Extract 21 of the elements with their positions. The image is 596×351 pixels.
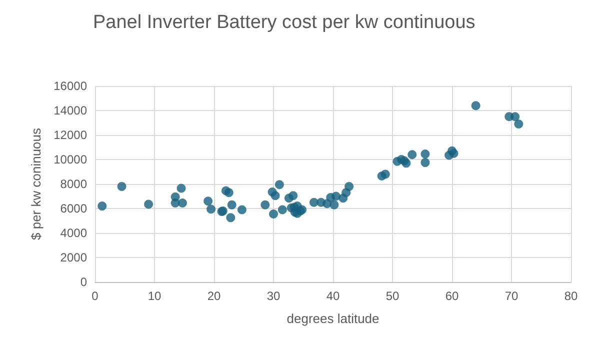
y-tick-label: 16000 — [54, 79, 88, 93]
y-tick-label: 4000 — [60, 226, 88, 240]
chart-title: Panel Inverter Battery cost per kw continuous — [93, 12, 476, 33]
y-tick-label: 6000 — [60, 202, 88, 216]
y-tick-label: 10000 — [54, 152, 88, 166]
x-tick-label: 10 — [148, 289, 162, 303]
y-tick-label: 12000 — [54, 128, 88, 142]
y-tick-label: 2000 — [60, 250, 88, 264]
x-tick-label: 20 — [207, 289, 221, 303]
x-axis-title: degrees latitude — [286, 311, 380, 326]
y-tick-label: 0 — [80, 275, 88, 289]
x-tick-label: 80 — [564, 289, 578, 303]
x-tick-label: 70 — [504, 289, 518, 303]
x-tick-label: 40 — [326, 289, 340, 303]
x-tick-label: 30 — [266, 289, 280, 303]
x-tick-label: 60 — [445, 289, 459, 303]
y-tick-label: 8000 — [60, 177, 88, 191]
x-tick-label: 50 — [386, 289, 400, 303]
x-tick-label: 0 — [92, 289, 99, 303]
y-axis-title: $ per kw coninuous — [28, 127, 44, 240]
y-tick-label: 14000 — [54, 104, 88, 118]
